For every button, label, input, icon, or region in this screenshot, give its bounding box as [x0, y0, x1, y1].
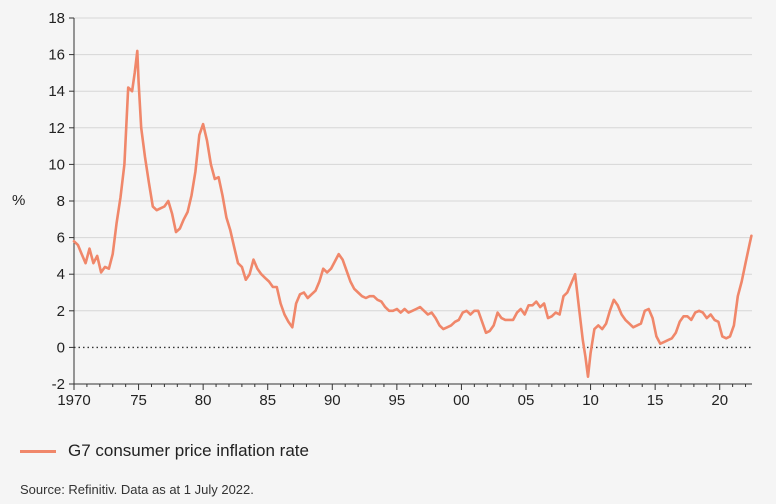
x-tick-label: 15: [647, 392, 664, 409]
x-tick-label: 95: [389, 392, 406, 409]
x-tick-label: 75: [130, 392, 147, 409]
y-tick-label: -2: [52, 376, 65, 393]
legend: G7 consumer price inflation rate: [20, 441, 309, 461]
y-tick-label: 8: [57, 193, 65, 210]
y-axis-label: %: [12, 192, 25, 209]
x-tick-label: 05: [518, 392, 535, 409]
y-tick-label: 0: [57, 339, 65, 356]
y-tick-label: 6: [57, 230, 65, 247]
series-line-g7-cpi: [72, 49, 753, 379]
y-tick-label: 10: [48, 156, 65, 173]
legend-swatch: [20, 449, 56, 453]
x-tick-label: 10: [582, 392, 599, 409]
legend-label: G7 consumer price inflation rate: [68, 441, 309, 460]
x-tick-label: 00: [453, 392, 470, 409]
y-tick-label: 16: [48, 47, 65, 64]
x-tick-label: 1970: [57, 392, 90, 409]
axes: -2 0 2 4 6 8 10 12 14 16 18 1970 75 80 85 90 95 00 05 10 15 2…: [48, 10, 752, 409]
x-tick-label: 80: [195, 392, 212, 409]
y-tick-label: 18: [48, 10, 65, 27]
x-tick-label: 85: [259, 392, 276, 409]
y-tick-label: 2: [57, 303, 65, 320]
y-gridlines: [74, 17, 752, 385]
line-chart: -2 0 2 4 6 8 10 12 14 16 18 1970 75 80 85 90 95 00 05 10 15 2…: [12, 10, 753, 409]
x-tick-label: 90: [324, 392, 341, 409]
y-tick-label: 12: [48, 120, 65, 137]
y-tick-label: 14: [48, 83, 65, 100]
y-tick-label: 4: [57, 266, 65, 283]
source-note: Source: Refinitiv. Data as at 1 July 202…: [20, 482, 254, 497]
x-tick-label: 20: [711, 392, 728, 409]
series-layer: [72, 49, 753, 379]
